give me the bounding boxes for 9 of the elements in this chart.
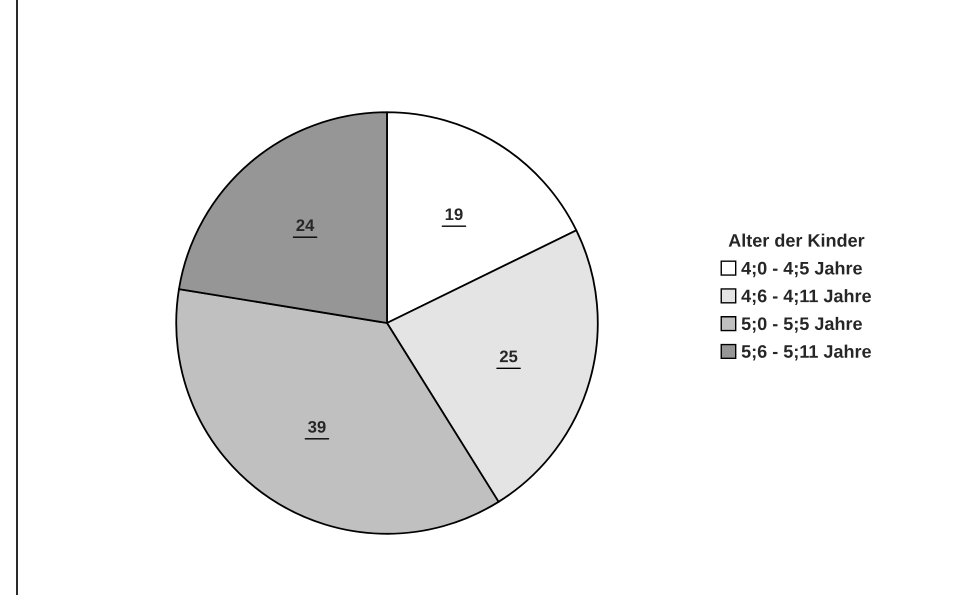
legend-label: 5;0 - 5;5 Jahre <box>742 316 862 333</box>
legend-label: 5;6 - 5;11 Jahre <box>742 344 871 360</box>
legend-label: 4;0 - 4;5 Jahre <box>741 261 862 278</box>
data-label: 25 <box>500 350 518 362</box>
data-label: 19 <box>446 208 463 220</box>
legend-title: Alter der Kinder <box>728 234 864 247</box>
data-label: 24 <box>296 219 314 231</box>
data-label: 39 <box>308 420 326 433</box>
legend-label: 4;6 - 4;11 Jahre <box>741 289 871 305</box>
